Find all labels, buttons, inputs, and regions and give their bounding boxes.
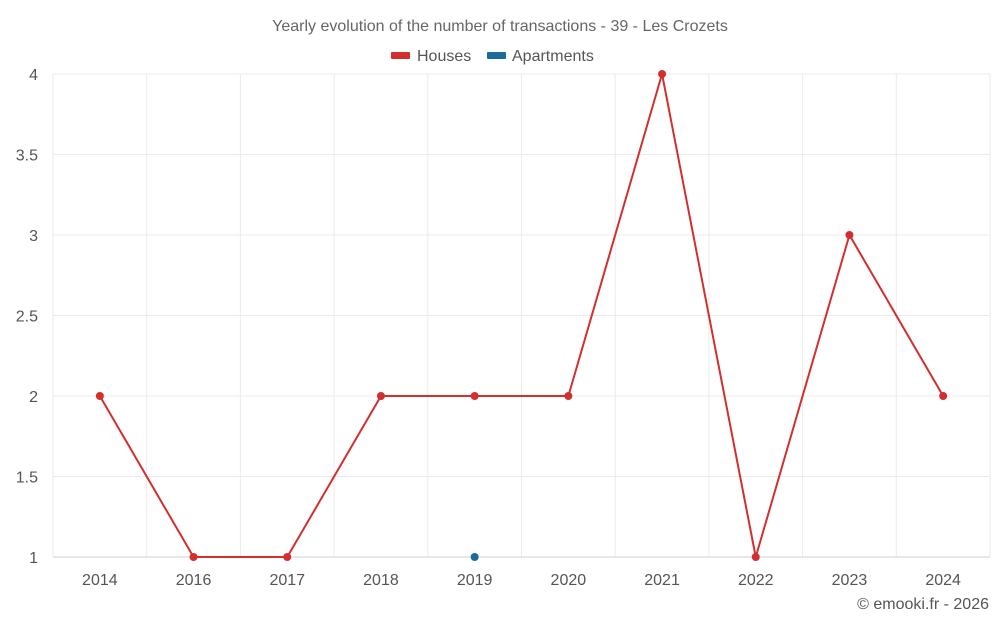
data-point-houses[interactable] (376, 392, 385, 400)
x-tick-label: 2021 (644, 572, 680, 589)
y-tick-label: 2.5 (16, 309, 38, 326)
x-tick-label: 2022 (738, 572, 774, 589)
y-tick-label: 2 (29, 389, 38, 406)
y-tick-label: 1 (29, 550, 38, 567)
credit-text: © emooki.fr - 2026 (857, 596, 989, 613)
data-point-houses[interactable] (658, 70, 667, 78)
legend-item-apartments[interactable]: Apartments (487, 48, 594, 65)
y-tick-label: 3 (29, 228, 38, 245)
data-point-houses[interactable] (751, 553, 760, 561)
chart-title: Yearly evolution of the number of transa… (272, 18, 728, 35)
data-point-houses[interactable] (939, 392, 948, 400)
x-tick-label: 2017 (269, 572, 305, 589)
legend: Houses Apartments (391, 48, 594, 65)
legend-label-houses: Houses (417, 48, 471, 65)
legend-label-apartments: Apartments (512, 48, 594, 65)
x-tick-label: 2014 (82, 572, 118, 589)
x-tick-label: 2023 (832, 572, 868, 589)
x-tick-label: 2018 (363, 572, 399, 589)
x-tick-label: 2016 (176, 572, 212, 589)
x-tick-label: 2024 (925, 572, 961, 589)
data-point-houses[interactable] (283, 553, 292, 561)
series-apartments (470, 553, 479, 561)
data-point-houses[interactable] (189, 553, 198, 561)
data-point-houses[interactable] (845, 231, 854, 239)
legend-swatch-houses (391, 52, 410, 59)
data-point-apartments[interactable] (470, 553, 479, 561)
series-line-houses (98, 73, 945, 558)
y-tick-label: 1.5 (16, 470, 38, 487)
series-houses (95, 70, 948, 561)
legend-item-houses[interactable]: Houses (391, 48, 471, 65)
y-tick-label: 4 (29, 67, 38, 84)
x-tick-label: 2019 (457, 572, 493, 589)
y-tick-label: 3.5 (16, 148, 38, 165)
x-tick-label: 2020 (551, 572, 587, 589)
data-point-houses[interactable] (470, 392, 479, 400)
data-point-houses[interactable] (95, 392, 104, 400)
grid (52, 73, 991, 558)
series (95, 70, 948, 561)
legend-swatch-apartments (487, 52, 506, 59)
axes: 1 1.5 2 2.5 3 3.5 4 2014 2016 2017 2018 2019 2020 202… (16, 67, 990, 589)
data-point-houses[interactable] (564, 392, 573, 400)
